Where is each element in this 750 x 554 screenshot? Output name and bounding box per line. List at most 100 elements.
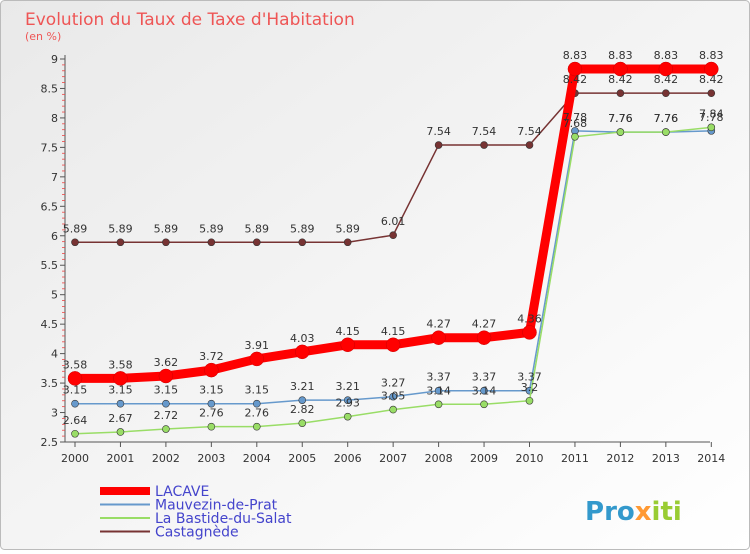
x-tick-label: 2013 [652,452,680,465]
data-point [207,238,216,247]
data-point [658,61,674,77]
legend-label: LACAVE [155,484,209,500]
data-label: 3.37 [472,371,497,384]
data-label: 5.89 [245,222,270,235]
data-label: 8.42 [608,73,633,86]
x-tick-label: 2005 [288,452,316,465]
data-point [116,428,125,436]
data-label: 4.36 [517,312,542,325]
data-point [71,238,79,247]
data-point [343,412,352,421]
y-tick-label: 7 [51,171,58,184]
y-tick-label: 8.5 [41,82,59,95]
data-point [113,371,128,386]
data-point [662,89,670,97]
data-label: 3.72 [199,350,224,363]
data-point [340,337,355,353]
legend-label: Mauvezin-de-Prat [155,498,278,514]
data-label: 7.84 [699,107,724,120]
x-tick-label: 2011 [561,452,589,465]
data-labels: 3.58 3.58 3.62 3.72 3.91 4.03 4.15 4.15 4.27 4.27… [63,49,724,427]
x-tick-label: 2006 [334,452,362,465]
x-tick-label: 2012 [606,452,634,465]
y-tick-label: 3.5 [41,377,59,390]
data-point [434,400,443,409]
data-point [476,330,492,345]
data-label: 7.78 [563,111,588,124]
y-tick-label: 3 [51,407,58,420]
y-tick-label: 5.5 [41,259,59,272]
x-tick-label: 2014 [697,452,725,465]
data-label: 5.89 [335,222,360,235]
data-label: 7.54 [472,125,497,138]
data-label: 8.83 [654,49,679,62]
data-label: 3.2 [521,381,539,394]
data-label: 3.14 [426,384,451,397]
data-label: 3.15 [63,384,88,397]
data-label: 2.76 [199,407,224,420]
legend-label: Castagnède [155,525,239,541]
data-label: 4.27 [426,318,451,331]
data-point [613,61,628,77]
data-label: 3.15 [154,384,179,397]
y-tick-label: 5 [51,289,58,302]
series-castagn-de [71,89,716,247]
data-label: 4.15 [381,325,406,338]
y-tick-label: 4.5 [41,318,59,331]
data-point [295,344,310,360]
data-point [343,238,352,247]
data-label: 3.21 [335,380,360,393]
data-point [207,399,216,408]
data-point [434,386,443,395]
data-label: 2.93 [335,397,360,410]
data-label: 5.89 [199,222,224,235]
series-group [67,61,719,438]
data-label: 7.78 [699,111,724,124]
data-point [707,89,716,97]
data-label: 8.42 [563,73,588,86]
x-tick-label: 2000 [61,452,89,465]
logo-letter: i [652,497,661,527]
logo-letter: P [585,497,604,527]
data-label: 7.76 [608,112,633,125]
data-label: 2.72 [154,409,179,422]
data-label: 6.01 [381,215,406,228]
data-point [162,399,170,408]
legend-item: LACAVE [100,484,209,500]
data-point [252,422,261,431]
data-label: 3.37 [517,371,542,384]
logo-text: Proxiti [585,497,682,527]
proxiti-logo: Proxiti [585,497,682,527]
x-tick-label: 2008 [425,452,453,465]
data-label: 8.83 [699,49,724,62]
series-mauvezin-de-prat [71,127,716,408]
data-label: 7.76 [654,112,679,125]
data-label: 5.89 [63,222,88,235]
y-tick-label: 7.5 [41,141,59,154]
x-tick-label: 2003 [197,452,225,465]
data-point [480,141,488,149]
data-label: 8.83 [608,49,633,62]
data-label: 3.62 [154,356,179,369]
data-point [252,238,261,247]
data-point [567,61,583,77]
data-label: 3.15 [245,384,270,397]
data-label: 7.54 [426,125,451,138]
data-point [616,128,625,136]
data-point [158,368,174,384]
data-point [434,141,443,149]
data-point [616,89,625,97]
data-point [298,396,307,404]
data-label: 8.42 [699,73,724,86]
data-label: 7.54 [517,125,542,138]
data-point [207,422,216,431]
data-label: 5.89 [154,222,179,235]
data-point [525,396,534,405]
data-point [252,399,261,408]
data-label: 3.58 [108,358,133,371]
data-point [707,123,716,132]
data-label: 3.91 [245,339,270,352]
